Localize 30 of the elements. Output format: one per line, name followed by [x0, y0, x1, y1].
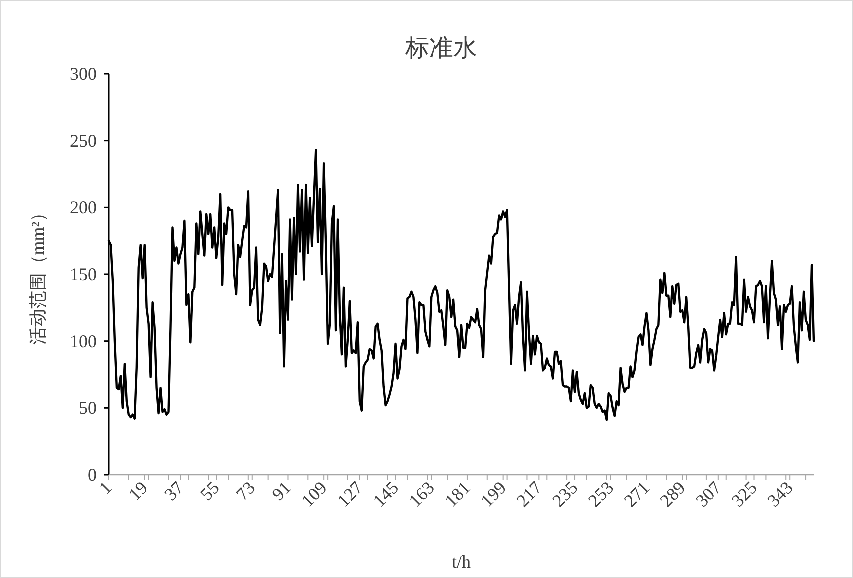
x-tick-label: 91 [268, 478, 296, 505]
x-tick-label: 73 [232, 478, 260, 505]
x-tick-label: 343 [764, 478, 797, 511]
x-tick-label: 55 [196, 478, 224, 505]
y-tick-label: 100 [70, 331, 97, 352]
y-tick-label: 300 [70, 64, 97, 84]
x-axis-title: t/h [452, 552, 472, 572]
x-tick-label: 1 [95, 478, 116, 498]
x-tick-label: 325 [728, 478, 762, 511]
x-tick-label: 253 [584, 478, 618, 511]
x-tick-label: 217 [512, 478, 546, 511]
x-tick-label: 163 [405, 478, 438, 511]
x-tick-label: 127 [334, 478, 367, 511]
y-tick-label: 50 [79, 398, 97, 418]
y-tick-label: 150 [70, 264, 97, 284]
x-tick-label: 307 [692, 478, 726, 511]
x-tick-label: 145 [369, 478, 403, 511]
y-tick-label: 0 [88, 465, 97, 485]
x-tick-label: 199 [476, 478, 510, 511]
x-tick-label: 181 [441, 478, 474, 511]
y-axis-title: 活动范围（mm²） [28, 204, 48, 346]
y-tick-label: 250 [70, 130, 97, 151]
x-tick-label: 37 [160, 478, 188, 505]
x-tick-label: 19 [124, 478, 152, 505]
x-tick-label: 289 [656, 478, 690, 511]
y-tick-label: 200 [70, 198, 97, 218]
x-tick-label: 271 [620, 478, 654, 511]
x-tick-label: 109 [298, 478, 331, 511]
x-tick-label: 235 [548, 478, 582, 511]
chart-title: 标准水 [404, 36, 478, 62]
